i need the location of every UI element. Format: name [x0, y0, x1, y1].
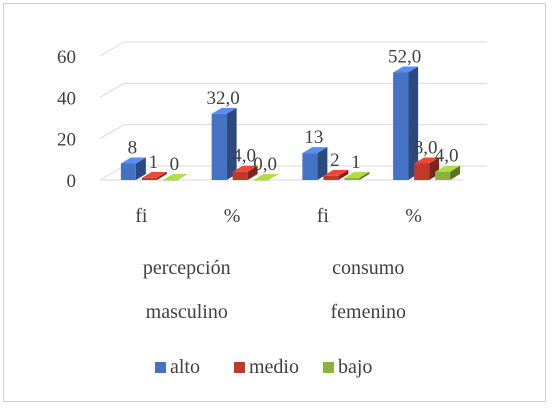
gridline-depth-2: [99, 82, 125, 98]
bar-side: [247, 165, 258, 180]
bar-top: [162, 174, 188, 180]
bar-side: [450, 165, 461, 180]
chart-frame: [3, 3, 546, 402]
bar-bajo-2: [344, 171, 370, 180]
legend-label-alto: alto: [170, 356, 200, 378]
bar-front: [141, 177, 157, 180]
bar-front: [232, 171, 248, 180]
bar-alto-0: [120, 157, 146, 180]
bar-front: [211, 113, 227, 180]
bar-top: [393, 66, 419, 73]
bar-top: [302, 147, 328, 154]
bar-medio-0: [141, 171, 167, 180]
data-label-bajo-1: 0,0: [253, 154, 277, 175]
bar-front: [393, 72, 409, 180]
x-tick-label-0: fi: [135, 205, 148, 227]
y-tick-label-2: 40: [57, 88, 76, 109]
bar-side: [359, 171, 370, 180]
group-label-0-1: masculino: [146, 301, 228, 323]
bar-top: [414, 157, 440, 164]
data-label-medio-1: 4,0: [232, 146, 256, 167]
bar-side: [317, 147, 328, 180]
bar-alto-1: [211, 107, 237, 180]
bar-front: [344, 177, 360, 180]
bar-top: [344, 171, 370, 178]
data-label-medio-3: 8,0: [414, 137, 438, 158]
bar-top: [141, 171, 167, 178]
data-label-bajo-0: 0: [170, 154, 180, 175]
bar-side: [156, 171, 167, 180]
y-tick-label-3: 60: [57, 47, 76, 68]
bar-alto-2: [302, 147, 328, 180]
bar-side: [338, 169, 349, 180]
x-tick-label-3: %: [405, 205, 422, 227]
bar-top: [120, 157, 146, 164]
legend-swatch-bajo: [323, 362, 334, 373]
bar-front: [435, 171, 451, 180]
bar-alto-3: [393, 66, 419, 180]
data-label-alto-0: 8: [128, 137, 138, 158]
bar-front: [414, 163, 430, 180]
bar-medio-2: [323, 169, 349, 180]
group-label-1-1: femenino: [330, 301, 406, 323]
legend-swatch-alto: [155, 362, 166, 373]
data-label-alto-3: 52,0: [388, 47, 421, 68]
bar-top: [323, 169, 349, 176]
bar-front: [253, 180, 269, 181]
y-tick-label-1: 20: [57, 130, 76, 151]
legend-label-bajo: bajo: [338, 356, 372, 378]
bar-front: [323, 175, 339, 180]
data-label-bajo-3: 4,0: [435, 146, 459, 167]
gridline-depth-0: [99, 165, 125, 181]
group-label-0-0: percepción: [143, 257, 231, 279]
bar-side: [135, 157, 146, 180]
legend-swatch-medio: [234, 362, 245, 373]
bar-bajo-0: [162, 174, 188, 181]
data-label-bajo-2: 1: [351, 152, 361, 173]
bar-bajo-3: [435, 165, 461, 180]
bar-top: [435, 165, 461, 172]
data-label-medio-0: 1: [149, 152, 159, 173]
x-tick-label-1: %: [224, 205, 241, 227]
data-label-alto-1: 32,0: [207, 88, 240, 109]
data-label-alto-2: 13: [304, 127, 323, 148]
group-label-1-0: consumo: [332, 257, 404, 279]
bar-side: [226, 107, 237, 180]
bar-front: [302, 153, 318, 180]
x-tick-label-2: fi: [317, 205, 330, 227]
bar-bajo-1: [253, 174, 279, 181]
legend-label-medio: medio: [249, 356, 299, 378]
gridline-depth-1: [99, 124, 125, 140]
bar-top: [232, 165, 258, 172]
data-label-medio-2: 2: [330, 150, 340, 171]
y-tick-label-0: 0: [67, 171, 77, 192]
bar-side: [408, 66, 419, 180]
bar-front: [120, 163, 136, 180]
bar-medio-1: [232, 165, 258, 180]
bar-top: [211, 107, 237, 114]
gridline-depth-3: [99, 41, 125, 57]
bar-top: [253, 174, 279, 180]
bar-front: [162, 180, 178, 181]
